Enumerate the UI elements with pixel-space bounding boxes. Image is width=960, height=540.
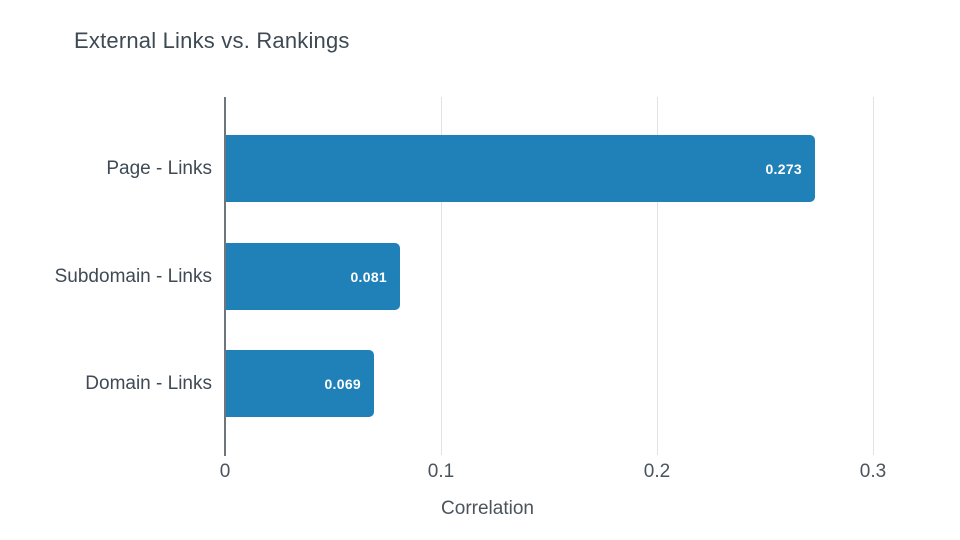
chart-title: External Links vs. Rankings [74, 28, 350, 53]
bar: 0.081 [226, 243, 400, 310]
bar-value-label: 0.069 [324, 375, 361, 392]
category-label: Subdomain - Links [54, 266, 212, 287]
x-tick-label: 0.1 [427, 461, 455, 482]
x-tick-label: 0 [219, 461, 231, 482]
y-axis-line [224, 97, 226, 456]
category-label: Domain - Links [85, 373, 212, 394]
x-tick-label: 0.3 [859, 461, 887, 482]
gridline [657, 97, 658, 455]
bar: 0.069 [226, 350, 374, 417]
bar: 0.273 [226, 135, 815, 202]
bar-value-label: 0.081 [350, 268, 387, 285]
gridline [873, 97, 874, 455]
bar-value-label: 0.273 [765, 160, 802, 177]
x-tick-label: 0.2 [643, 461, 671, 482]
category-label: Page - Links [106, 158, 212, 179]
x-axis-title: Correlation [441, 498, 534, 519]
gridline [441, 97, 442, 455]
